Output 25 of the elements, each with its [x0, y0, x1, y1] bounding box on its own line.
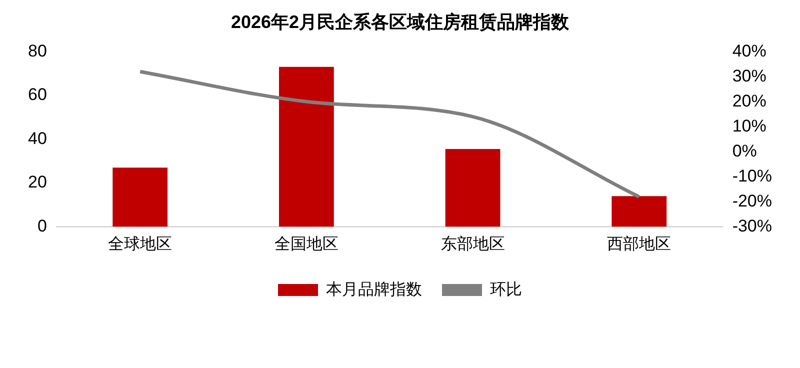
x-tick-label: 全球地区	[108, 234, 172, 253]
y2-tick-label: 40%	[732, 41, 766, 60]
x-tick-label: 西部地区	[607, 234, 672, 253]
y-tick-label: 80	[28, 41, 47, 60]
chart-title: 2026年2月民企系各区域住房租赁品牌指数	[230, 12, 570, 32]
y2-tick-label: 30%	[732, 66, 766, 86]
bar	[445, 149, 500, 227]
legend-label: 本月品牌指数	[326, 280, 422, 298]
x-tick-label: 全国地区	[274, 234, 338, 253]
y2-tick-label: 0%	[732, 141, 757, 160]
y2-tick-label: 20%	[732, 91, 766, 110]
y2-tick-label: -30%	[732, 216, 772, 236]
y2-tick-label: 10%	[732, 116, 766, 136]
y2-tick-label: -10%	[732, 166, 772, 186]
bar	[612, 196, 667, 227]
bar	[278, 66, 334, 227]
y2-tick-label: -20%	[732, 191, 772, 210]
y-tick-label: 60	[28, 85, 47, 104]
bar	[112, 168, 168, 227]
y-tick-label: 20	[28, 172, 47, 192]
line-series	[138, 70, 641, 199]
y-tick-label: 40	[28, 128, 47, 148]
x-tick-label: 东部地区	[440, 234, 505, 253]
legend-label: 环比	[490, 280, 522, 298]
y-tick-label: 0	[37, 216, 47, 236]
